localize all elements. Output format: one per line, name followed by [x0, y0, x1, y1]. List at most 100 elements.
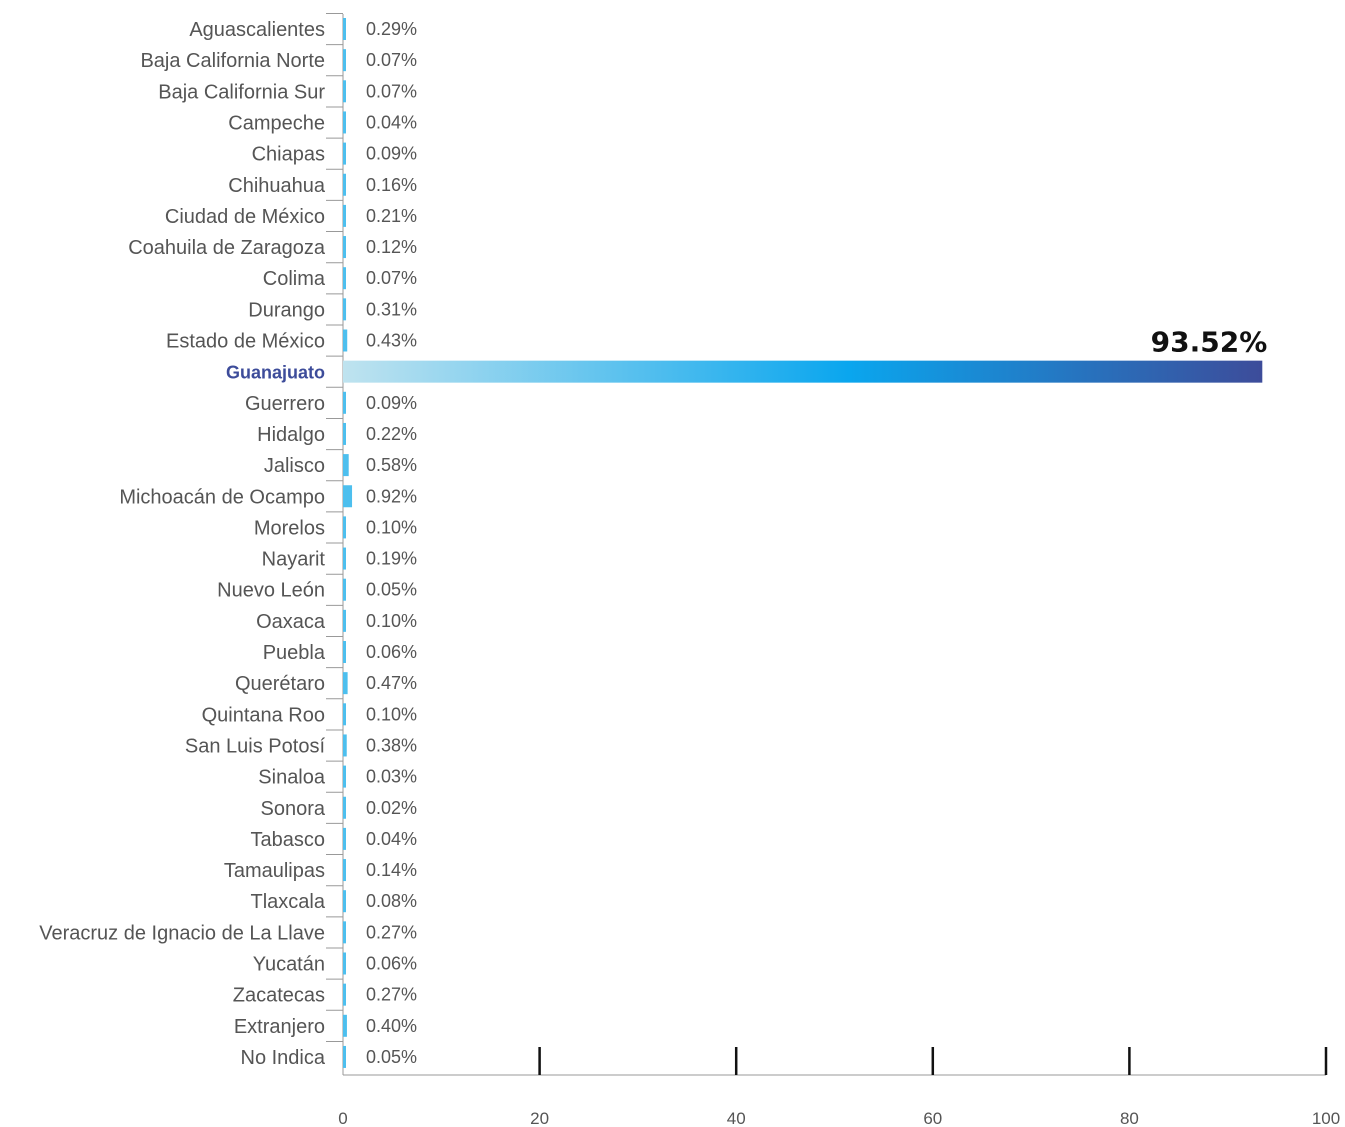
category-label: Quintana Roo	[202, 704, 325, 726]
category-label: No Indica	[241, 1047, 326, 1069]
bar	[343, 952, 346, 975]
data-label: 0.10%	[366, 704, 417, 724]
bar	[343, 983, 346, 1006]
category-label: Hidalgo	[257, 424, 325, 446]
x-tick-label: 0	[338, 1109, 347, 1127]
data-label: 0.10%	[366, 611, 417, 631]
data-label: 0.05%	[366, 580, 417, 600]
category-label: Nayarit	[262, 549, 326, 571]
data-label: 0.92%	[366, 486, 417, 506]
category-label: Sinaloa	[258, 767, 326, 789]
category-label: Extranjero	[234, 1016, 325, 1038]
category-label: Tlaxcala	[251, 891, 326, 913]
x-tick-label: 60	[923, 1109, 942, 1127]
category-label: Veracruz de Ignacio de La Llave	[39, 922, 325, 944]
bar	[343, 454, 349, 477]
bar	[343, 765, 346, 788]
axis-layer	[326, 13, 1328, 1076]
data-label: 0.14%	[366, 860, 417, 880]
category-label: San Luis Potosí	[185, 735, 326, 757]
data-label: 0.16%	[366, 175, 417, 195]
category-label: Sonora	[261, 798, 326, 820]
bar	[343, 672, 348, 695]
category-label: Aguascalientes	[189, 19, 325, 41]
bar	[343, 80, 346, 103]
bar	[343, 111, 346, 134]
category-label: Chiapas	[252, 144, 325, 166]
bar	[343, 1045, 346, 1068]
bar	[343, 204, 346, 227]
bar	[343, 921, 346, 944]
bar	[343, 267, 346, 290]
labels-layer: 0 20 40 60 80 100 Aguascalientes 0.29% Baja Cali…	[39, 19, 1340, 1127]
bar	[343, 1014, 347, 1037]
category-label: Tabasco	[251, 829, 326, 851]
category-label: Baja California Norte	[140, 50, 325, 72]
category-label: Yucatán	[253, 954, 325, 976]
bar	[343, 173, 346, 196]
bar	[343, 236, 346, 259]
category-label: Querétaro	[235, 673, 325, 695]
bar	[343, 516, 346, 539]
data-label: 0.09%	[366, 393, 417, 413]
category-label: Oaxaca	[256, 611, 326, 633]
data-label: 0.47%	[366, 673, 417, 693]
category-label: Coahuila de Zaragoza	[128, 237, 326, 259]
data-label: 0.43%	[366, 331, 417, 351]
data-label: 0.05%	[366, 1047, 417, 1067]
bar	[343, 422, 346, 445]
bar	[343, 641, 346, 663]
category-label: Guanajuato	[226, 363, 325, 383]
category-label: Nuevo León	[217, 580, 325, 602]
bar	[343, 298, 347, 321]
data-label: 0.21%	[366, 206, 417, 226]
bar	[343, 796, 346, 819]
category-label: Chihuahua	[228, 175, 326, 197]
x-tick-label: 100	[1312, 1109, 1340, 1127]
bar	[343, 703, 346, 726]
category-label: Guerrero	[245, 393, 325, 415]
category-label: Puebla	[263, 642, 326, 664]
data-label: 0.02%	[366, 798, 417, 818]
bar	[343, 890, 346, 913]
category-label: Campeche	[228, 112, 325, 134]
data-label: 0.58%	[366, 455, 417, 475]
category-label: Michoacán de Ocampo	[119, 486, 325, 508]
data-label: 0.07%	[366, 268, 417, 288]
data-label: 0.06%	[366, 954, 417, 974]
data-label: 0.06%	[366, 642, 417, 662]
data-label: 0.03%	[366, 767, 417, 787]
bar	[343, 859, 346, 882]
x-tick-label: 20	[530, 1109, 549, 1127]
data-label: 0.07%	[366, 81, 417, 101]
data-label: 0.08%	[366, 891, 417, 911]
bar	[343, 142, 346, 165]
category-label: Tamaulipas	[224, 860, 325, 882]
x-tick-label: 40	[727, 1109, 746, 1127]
bar	[343, 578, 346, 601]
data-label: 0.29%	[366, 19, 417, 39]
bar	[343, 49, 346, 72]
category-label: Estado de México	[166, 331, 325, 353]
category-label: Durango	[248, 299, 325, 321]
data-label: 0.40%	[366, 1016, 417, 1036]
bar	[343, 734, 347, 757]
data-label: 0.04%	[366, 112, 417, 132]
data-label: 0.10%	[366, 517, 417, 537]
data-label: 0.19%	[366, 549, 417, 569]
category-label: Zacatecas	[233, 985, 325, 1007]
data-label: 0.09%	[366, 144, 417, 164]
data-label: 0.22%	[366, 424, 417, 444]
data-label: 0.31%	[366, 299, 417, 319]
data-label: 0.12%	[366, 237, 417, 257]
bar	[343, 360, 1263, 383]
category-label: Colima	[263, 268, 326, 290]
bars-layer	[343, 18, 1263, 1068]
bar	[343, 485, 353, 508]
data-label-highlight: 93.52%	[1151, 326, 1268, 359]
category-label: Morelos	[254, 517, 325, 539]
category-label: Ciudad de México	[165, 206, 325, 228]
data-label: 0.04%	[366, 829, 417, 849]
bar	[343, 18, 346, 40]
